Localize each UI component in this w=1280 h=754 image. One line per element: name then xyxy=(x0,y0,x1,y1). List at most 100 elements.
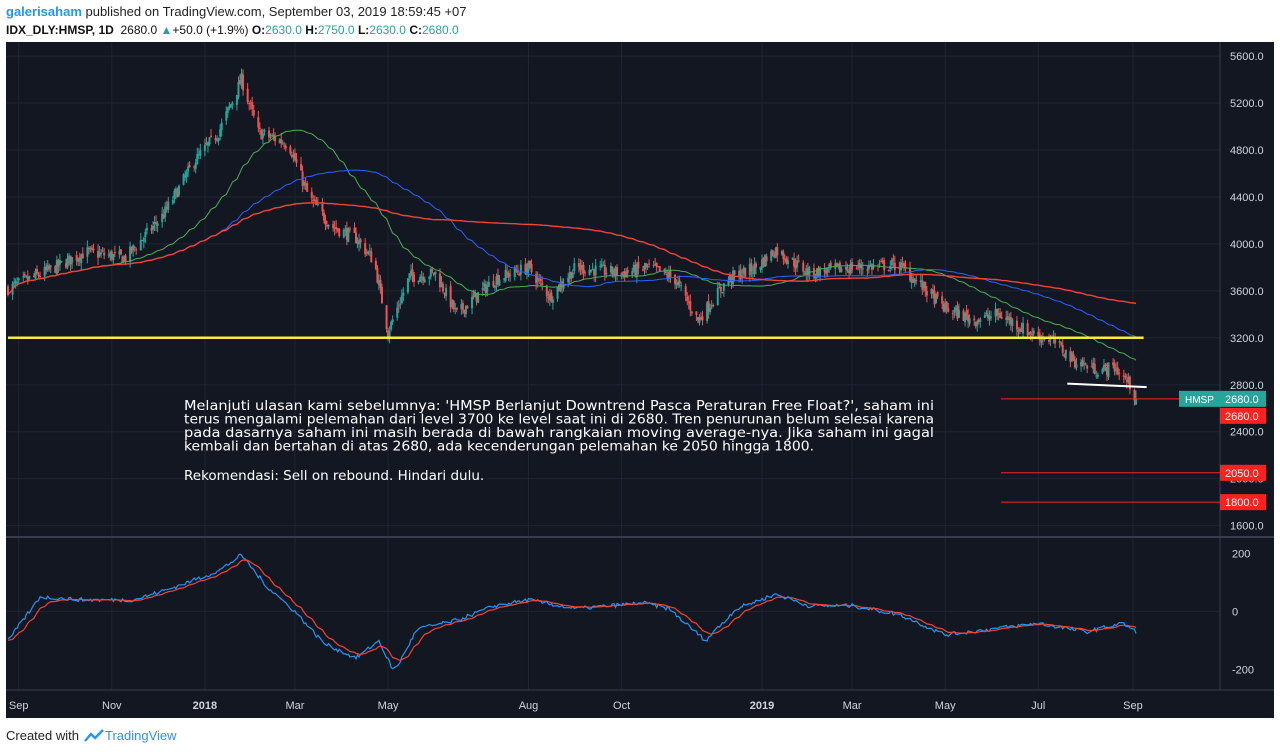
candle-body xyxy=(1029,331,1032,335)
candle-body xyxy=(504,269,507,281)
candle-body xyxy=(783,259,786,261)
candle-body xyxy=(112,254,115,261)
candle-body xyxy=(356,242,359,244)
candle-body xyxy=(712,305,715,307)
candle-body xyxy=(614,267,617,276)
recommendation: Rekomendasi: Sell on rebound. Hindari du… xyxy=(184,468,484,484)
candle-body xyxy=(857,266,860,268)
candle-body xyxy=(1086,365,1089,369)
candle-body xyxy=(634,264,637,276)
candle-body xyxy=(525,268,528,275)
candle-body xyxy=(883,260,886,271)
candle-body xyxy=(399,303,402,305)
candle-body xyxy=(196,154,199,165)
candle-body xyxy=(626,269,629,273)
candle-body xyxy=(28,275,31,279)
candle-body xyxy=(881,260,884,262)
candle-body xyxy=(300,163,303,171)
candle-body xyxy=(513,267,516,277)
candle-body xyxy=(983,314,986,318)
candle-body xyxy=(25,275,28,277)
candle-body xyxy=(583,272,586,274)
candle-body xyxy=(144,231,147,238)
candle-body xyxy=(423,279,426,283)
candle-body xyxy=(707,301,710,312)
candle-body xyxy=(65,263,68,268)
candle-body xyxy=(573,263,576,271)
candle-body xyxy=(216,138,219,141)
candle-body xyxy=(701,316,704,321)
author-name[interactable]: galerisaham xyxy=(6,4,82,19)
candle-body xyxy=(443,293,446,295)
candle-body xyxy=(919,280,922,283)
candle-body xyxy=(203,144,206,151)
candle-body xyxy=(440,282,443,288)
candle-body xyxy=(43,266,46,277)
candle-body xyxy=(81,253,84,259)
candle-body xyxy=(1073,359,1076,368)
candle-body xyxy=(184,175,187,177)
candle-body xyxy=(177,185,180,196)
candle-body xyxy=(420,276,423,278)
candle-body xyxy=(235,94,238,105)
candle-body xyxy=(1124,375,1127,378)
candle-body xyxy=(121,256,124,263)
price-tick-label: 4800.0 xyxy=(1230,145,1264,157)
candle-body xyxy=(77,258,80,263)
time-tick-label: Mar xyxy=(843,700,862,712)
candle-body xyxy=(1081,360,1084,367)
price-chart[interactable]: 1600.02000.02400.02800.03200.03600.04000… xyxy=(6,42,1274,718)
candle-body xyxy=(921,280,924,290)
annotation-line: terus mengalami pelemahan dari level 370… xyxy=(184,412,934,428)
candle-body xyxy=(263,130,266,132)
neckline xyxy=(1067,382,1147,389)
candle-body xyxy=(246,88,249,103)
candle-body xyxy=(449,285,452,308)
candle-body xyxy=(994,309,997,317)
level-label: 2680.0 xyxy=(1225,411,1259,423)
candle-body xyxy=(1058,340,1061,343)
candle-body xyxy=(304,183,307,186)
candle-body xyxy=(408,273,411,278)
time-tick-label: Sep xyxy=(1123,700,1143,712)
candle-body xyxy=(632,264,635,272)
candle-body xyxy=(66,258,69,268)
time-tick-label: Mar xyxy=(285,700,304,712)
candle-body xyxy=(699,317,702,319)
candle-body xyxy=(150,228,153,231)
time-tick-label: 2018 xyxy=(193,700,217,712)
candle-body xyxy=(193,166,196,168)
candle-body xyxy=(1133,389,1136,401)
candle-body xyxy=(32,275,35,277)
tradingview-logo[interactable]: TradingView xyxy=(83,728,177,743)
candle-body xyxy=(278,139,281,143)
candle-body xyxy=(680,285,683,287)
candle-body xyxy=(819,267,822,277)
last-price-label: 2680.0 xyxy=(1225,394,1259,406)
candle-body xyxy=(803,272,806,274)
price-tick-label: 3600.0 xyxy=(1230,286,1264,298)
candle-body xyxy=(933,290,936,305)
candle-body xyxy=(1125,379,1128,383)
candle-body xyxy=(605,272,608,275)
candle-body xyxy=(1135,398,1137,405)
candle-body xyxy=(593,269,596,276)
price-tick-label: 5200.0 xyxy=(1230,98,1264,110)
candle-body xyxy=(1040,336,1043,343)
candle-body xyxy=(942,303,945,312)
candle-body xyxy=(322,212,325,221)
time-tick-label: Jul xyxy=(1031,700,1045,712)
candle-body xyxy=(912,279,915,283)
candle-body xyxy=(57,259,60,267)
candle-body xyxy=(866,269,869,271)
annotation-line: kembali dan bertahan di atas 2680, ada k… xyxy=(184,439,814,455)
candle-body xyxy=(828,264,831,267)
candle-body xyxy=(851,262,854,271)
candle-body xyxy=(902,263,905,267)
candle-body xyxy=(1006,316,1009,320)
candle-body xyxy=(870,264,873,270)
candle-body xyxy=(409,271,412,276)
candle-body xyxy=(153,222,156,225)
candle-body xyxy=(348,228,351,230)
candle-body xyxy=(326,225,329,227)
